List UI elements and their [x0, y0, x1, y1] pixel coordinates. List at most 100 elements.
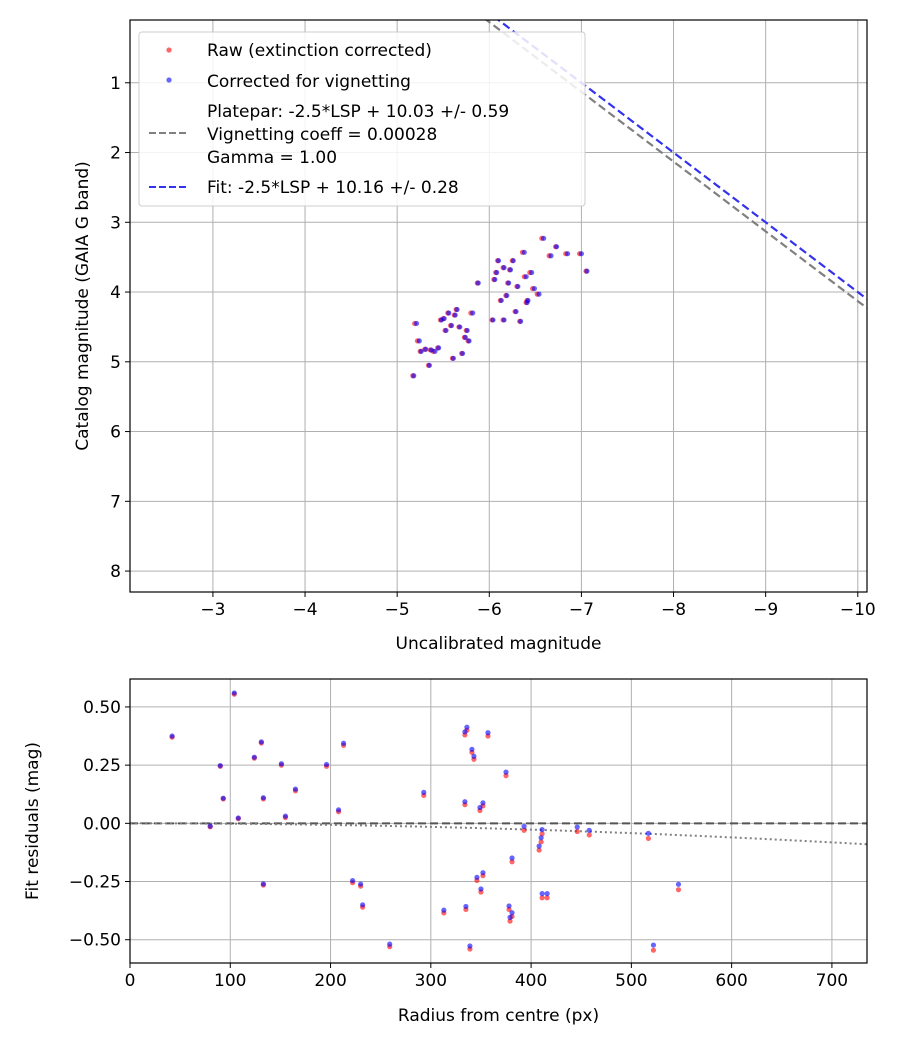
- corrected-point: [258, 739, 264, 745]
- bottom-y-tick-label: 0.00: [83, 814, 121, 834]
- corrected-point: [507, 914, 513, 920]
- top-y-tick-label: 1: [110, 74, 121, 94]
- corrected-point: [539, 891, 545, 897]
- bottom-y-tick-label: 0.50: [83, 698, 121, 718]
- corrected-point: [387, 941, 393, 947]
- corrected-point: [467, 943, 473, 949]
- corrected-point: [544, 891, 550, 897]
- bottom-x-axis-label: Radius from centre (px): [398, 1006, 599, 1026]
- legend-frame: [138, 31, 586, 207]
- top-x-tick-label: −6: [477, 600, 502, 620]
- corrected-point: [574, 824, 580, 830]
- corrected-point: [501, 265, 507, 271]
- corrected-point: [480, 800, 486, 806]
- top-x-tick-label: −8: [661, 600, 686, 620]
- top-fit-lines: [484, 20, 867, 309]
- corrected-point: [509, 910, 515, 916]
- corrected-point: [513, 308, 519, 315]
- raw-point: [539, 831, 545, 837]
- raw-point: [536, 847, 542, 853]
- corrected-point: [441, 315, 447, 322]
- corrected-point: [292, 786, 299, 792]
- corrected-point: [463, 903, 469, 910]
- bottom-x-tick-label: 300: [415, 971, 447, 991]
- corrected-point: [578, 251, 585, 257]
- corrected-point: [441, 907, 447, 913]
- bottom-x-tick-label: 200: [314, 971, 346, 991]
- corrected-point: [478, 886, 484, 892]
- corrected-point: [650, 942, 657, 948]
- top-x-tick-label: −9: [753, 600, 778, 620]
- corrected-point: [358, 881, 364, 887]
- corrected-point: [509, 855, 515, 861]
- corrected-point: [506, 903, 512, 909]
- corrected-point: [518, 318, 524, 324]
- top-y-tick-label: 4: [110, 283, 121, 303]
- corrected-point: [418, 348, 424, 354]
- corrected-point: [416, 338, 422, 344]
- corrected-point: [477, 804, 483, 811]
- corrected-point: [448, 322, 455, 329]
- corrected-point: [538, 835, 544, 841]
- bottom-plot-frame: [129, 678, 868, 964]
- corrected-point: [466, 338, 472, 344]
- top-x-tick-label: −4: [293, 600, 318, 620]
- top-x-tick-label: −10: [840, 600, 876, 620]
- top-scatter-points: [410, 235, 590, 379]
- corrected-point: [507, 267, 514, 273]
- corrected-point: [462, 799, 468, 805]
- corrected-point: [529, 269, 535, 276]
- top-y-tick-label: 7: [110, 492, 121, 512]
- corrected-point: [411, 373, 417, 379]
- top-y-tick-label: 6: [110, 423, 121, 443]
- top-y-ticks: 1 2 3 4 5 6 7 8: [110, 74, 130, 582]
- corrected-point: [260, 795, 266, 801]
- corrected-point: [432, 348, 438, 354]
- bottom-x-tick-label: 700: [816, 971, 848, 991]
- corrected-point: [523, 274, 529, 280]
- legend-platepar-label: Platepar: -2.5*LSP + 10.03 +/- 0.59: [207, 102, 509, 122]
- corrected-point: [506, 280, 512, 286]
- bottom-x-tick-label: 100: [214, 971, 246, 991]
- corrected-point: [457, 324, 463, 330]
- corrected-point: [498, 297, 504, 304]
- bottom-x-tick-label: 0: [125, 971, 136, 991]
- bottom-x-ticks: 0 100 200 300 400 500 600 700: [125, 963, 848, 991]
- top-x-tick-label: −7: [569, 600, 594, 620]
- corrected-point: [521, 249, 527, 255]
- corrected-point: [421, 789, 427, 795]
- corrected-point: [564, 251, 571, 257]
- bottom-y-tick-label: −0.50: [69, 931, 121, 951]
- top-y-tick-label: 3: [110, 213, 121, 233]
- raw-point: [586, 832, 592, 838]
- bottom-y-axis-label: Fit residuals (mag): [23, 742, 43, 900]
- corrected-point: [541, 235, 547, 241]
- corrected-point: [536, 291, 542, 297]
- top-y-tick-label: 5: [110, 353, 121, 373]
- corrected-point: [548, 253, 554, 259]
- raw-point: [539, 895, 545, 901]
- corrected-point: [231, 690, 237, 696]
- corrected-point: [426, 362, 433, 368]
- corrected-point: [323, 761, 330, 768]
- corrected-point: [454, 306, 460, 313]
- legend-corrected-marker: [166, 77, 172, 83]
- corrected-point: [495, 258, 502, 264]
- corrected-point: [471, 753, 477, 759]
- corrected-point: [645, 830, 652, 836]
- corrected-point: [462, 729, 468, 735]
- bottom-y-tick-label: −0.25: [69, 873, 121, 893]
- corrected-point: [446, 310, 452, 316]
- corrected-point: [251, 754, 257, 760]
- corrected-point: [423, 346, 429, 352]
- corrected-point: [452, 312, 458, 318]
- corrected-point: [521, 823, 527, 829]
- legend-corrected-label: Corrected for vignetting: [207, 72, 411, 92]
- raw-point: [675, 887, 682, 893]
- top-y-tick-label: 2: [110, 144, 121, 164]
- raw-point: [507, 918, 513, 924]
- corrected-point: [464, 724, 470, 730]
- corrected-point: [436, 345, 442, 351]
- bottom-scatter-points: [169, 690, 682, 953]
- platepar-line: [484, 20, 867, 309]
